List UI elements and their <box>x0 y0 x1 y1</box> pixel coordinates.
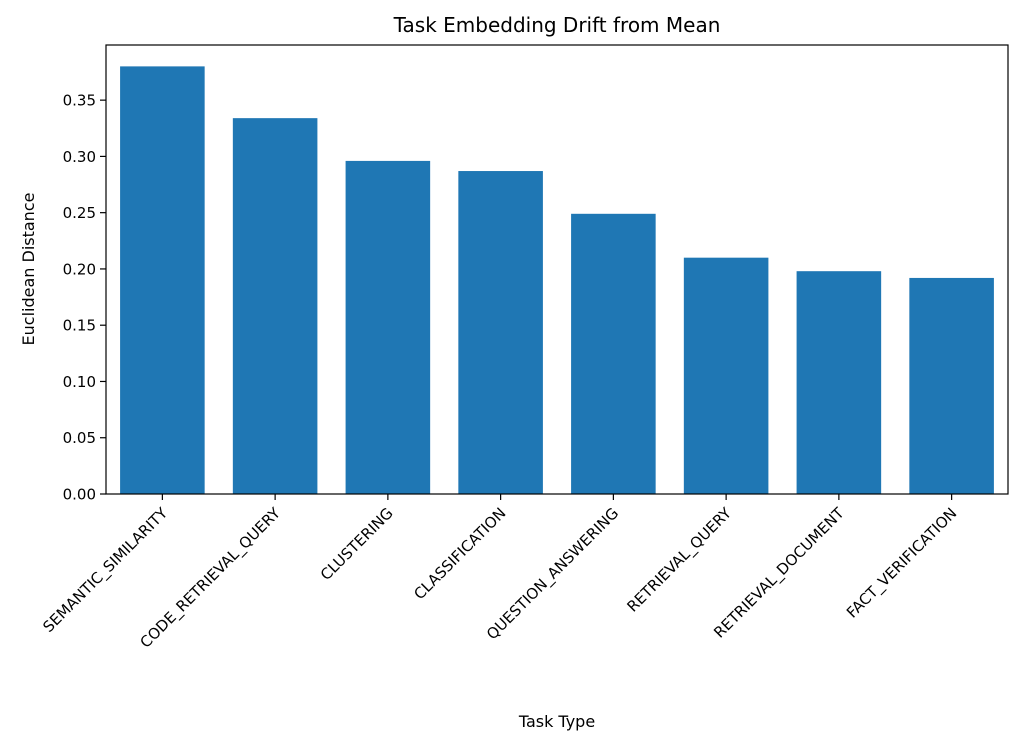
bar-semantic-similarity <box>120 66 205 494</box>
x-axis-label: Task Type <box>518 712 595 731</box>
bar-retrieval-document <box>796 271 882 494</box>
bar-question-answering <box>571 213 656 495</box>
y-axis-label: Euclidean Distance <box>19 193 38 346</box>
y-tick-label: 0.10 <box>63 373 96 391</box>
bar-retrieval-query <box>683 257 769 494</box>
y-tick-label: 0.30 <box>63 148 96 166</box>
x-tick-label: RETRIEVAL_DOCUMENT <box>710 504 849 643</box>
y-axis: 0.00 0.05 0.10 0.15 0.20 0.25 0.30 0.35 <box>63 92 106 504</box>
x-tick-label: QUESTION_ANSWERING <box>483 504 623 644</box>
bar-code-retrieval-query <box>232 118 318 495</box>
y-tick-label: 0.15 <box>63 317 96 335</box>
y-tick-label: 0.05 <box>63 429 96 447</box>
x-tick-label: CLASSIFICATION <box>410 504 509 603</box>
y-tick-label: 0.25 <box>63 204 96 222</box>
x-tick-label: CLUSTERING <box>317 504 397 584</box>
plot-area <box>120 66 994 495</box>
y-tick-label: 0.00 <box>63 486 96 504</box>
x-tick-label: FACT_VERIFICATION <box>843 504 961 622</box>
chart-title: Task Embedding Drift from Mean <box>393 13 721 37</box>
y-tick-label: 0.20 <box>63 260 96 278</box>
x-tick-label: RETRIEVAL_QUERY <box>623 504 736 617</box>
y-tick-label: 0.35 <box>63 92 96 110</box>
bar-classification <box>458 171 543 495</box>
bar-clustering <box>345 160 431 494</box>
bar-fact-verification <box>909 277 994 494</box>
x-tick-label: SEMANTIC_SIMILARITY <box>39 504 172 637</box>
